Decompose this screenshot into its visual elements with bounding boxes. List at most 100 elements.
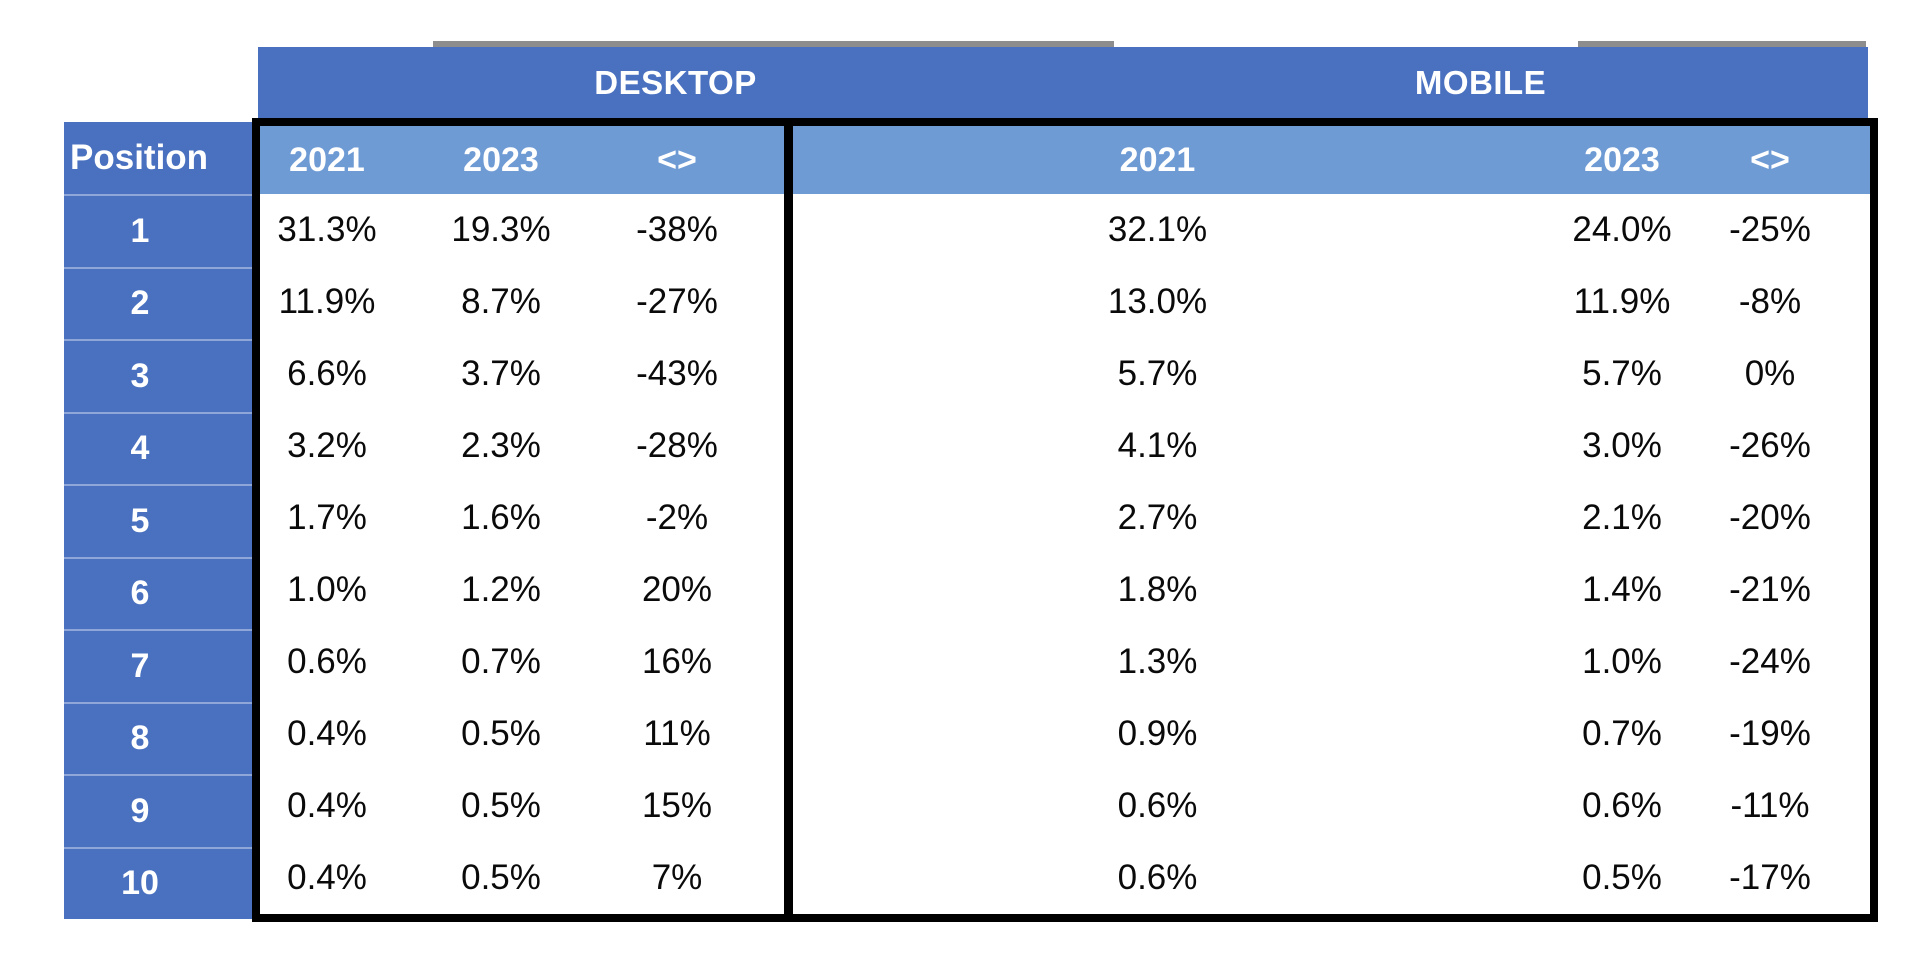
ctr-value-cell: 6.6% xyxy=(287,354,367,393)
table-row: 0.6% 0.6% -11% xyxy=(793,770,1870,842)
delta-cell: 11% xyxy=(643,714,711,753)
ctr-value-cell: 1.0% xyxy=(1582,642,1662,681)
position-cell: 9 xyxy=(64,774,252,847)
ctr-value-cell: 3.0% xyxy=(1582,426,1662,465)
delta-cell: -25% xyxy=(1729,210,1811,249)
delta-cell: -43% xyxy=(636,354,718,393)
desktop-section: 2021 2023 <> 31.3% 19.3% -38% 11.9% 8.7% -27%… xyxy=(260,126,784,914)
group-header-mobile: MOBILE xyxy=(1093,47,1868,118)
delta-cell: 7% xyxy=(651,858,703,897)
ctr-value-cell: 8.7% xyxy=(461,282,541,321)
position-cell: 2 xyxy=(64,266,252,340)
ctr-value-cell: 0.4% xyxy=(287,858,367,897)
table-row: 31.3% 19.3% -38% xyxy=(260,194,784,266)
delta-cell: -24% xyxy=(1729,642,1811,681)
delta-cell: -8% xyxy=(1738,282,1802,321)
table-row: 13.0% 11.9% -8% xyxy=(793,266,1870,338)
delta-cell: -21% xyxy=(1729,570,1811,609)
position-cell: 4 xyxy=(64,411,252,485)
desktop-column-headers: 2021 2023 <> xyxy=(260,126,784,194)
ctr-value-cell: 5.7% xyxy=(1582,354,1662,393)
delta-cell: -19% xyxy=(1729,714,1811,753)
group-label-mobile: MOBILE xyxy=(1414,63,1547,101)
group-header-desktop: DESKTOP xyxy=(258,47,1093,118)
mobile-section: 2021 2023 <> 32.1% 24.0% -25% 13.0% 11.9% -8%… xyxy=(793,126,1870,914)
delta-cell: 0% xyxy=(1744,354,1796,393)
position-header: Position xyxy=(70,138,209,177)
table-row: 0.4% 0.5% 7% xyxy=(260,842,784,914)
ctr-value-cell: 0.5% xyxy=(1582,858,1662,897)
ctr-value-cell: 2.1% xyxy=(1582,498,1662,537)
table-row: 1.0% 1.2% 20% xyxy=(260,554,784,626)
delta-cell: -17% xyxy=(1729,858,1811,897)
position-cell: 5 xyxy=(64,484,252,557)
ctr-value-cell: 3.7% xyxy=(461,354,541,393)
delta-cell: -28% xyxy=(636,426,718,465)
ctr-value-cell: 1.2% xyxy=(461,570,541,609)
ctr-value-cell: 1.7% xyxy=(287,498,367,537)
ctr-table-grid: 2021 2023 <> 31.3% 19.3% -38% 11.9% 8.7% -27%… xyxy=(252,118,1878,922)
column-header-mobile-delta: <> xyxy=(1750,140,1790,179)
column-header-desktop-2023: 2023 xyxy=(463,140,539,179)
ctr-value-cell: 4.1% xyxy=(1117,426,1198,465)
ctr-value-cell: 1.4% xyxy=(1582,570,1662,609)
delta-cell: -26% xyxy=(1729,426,1811,465)
grey-strip-left xyxy=(433,41,1114,47)
ctr-value-cell: 0.6% xyxy=(1582,786,1662,825)
ctr-value-cell: 24.0% xyxy=(1572,210,1672,249)
ctr-value-cell: 0.5% xyxy=(461,786,541,825)
position-cell: 7 xyxy=(64,629,252,702)
column-header-mobile-2021: 2021 xyxy=(1119,140,1196,179)
table-row: 1.7% 1.6% -2% xyxy=(260,482,784,554)
grey-strip-right xyxy=(1578,41,1866,47)
delta-cell: 20% xyxy=(641,570,713,609)
table-row: 1.8% 1.4% -21% xyxy=(793,554,1870,626)
ctr-value-cell: 0.4% xyxy=(287,786,367,825)
position-cell: 8 xyxy=(64,701,252,775)
group-label-desktop: DESKTOP xyxy=(594,63,757,101)
desktop-data-rows: 31.3% 19.3% -38% 11.9% 8.7% -27% 6.6% 3.7% -43% 3… xyxy=(260,194,784,914)
table-row: 5.7% 5.7% 0% xyxy=(793,338,1870,410)
delta-cell: 16% xyxy=(641,642,713,681)
ctr-value-cell: 11.9% xyxy=(1573,282,1671,321)
ctr-value-cell: 2.7% xyxy=(1117,498,1198,537)
ctr-value-cell: 0.7% xyxy=(461,642,541,681)
position-rows: 1 2 3 4 5 6 7 8 9 10 xyxy=(64,194,252,919)
table-row: 0.6% 0.7% 16% xyxy=(260,626,784,698)
ctr-value-cell: 0.9% xyxy=(1117,714,1198,753)
ctr-value-cell: 3.2% xyxy=(287,426,367,465)
table-row: 2.7% 2.1% -20% xyxy=(793,482,1870,554)
ctr-value-cell: 31.3% xyxy=(277,210,377,249)
ctr-value-cell: 1.3% xyxy=(1117,642,1198,681)
table-row: 1.3% 1.0% -24% xyxy=(793,626,1870,698)
ctr-value-cell: 0.5% xyxy=(461,714,541,753)
column-header-mobile-2023: 2023 xyxy=(1584,140,1660,179)
ctr-value-cell: 0.5% xyxy=(461,858,541,897)
group-band: DESKTOP MOBILE xyxy=(258,47,1868,118)
position-column: Position 1 2 3 4 5 6 7 8 9 10 xyxy=(64,122,252,919)
delta-cell: -27% xyxy=(636,282,718,321)
ctr-value-cell: 0.4% xyxy=(287,714,367,753)
table-row: 0.9% 0.7% -19% xyxy=(793,698,1870,770)
delta-cell: -38% xyxy=(636,210,718,249)
position-cell: 1 xyxy=(64,194,252,267)
delta-cell: -2% xyxy=(645,498,709,537)
ctr-value-cell: 19.3% xyxy=(451,210,551,249)
mobile-column-headers: 2021 2023 <> xyxy=(793,126,1870,194)
ctr-value-cell: 1.6% xyxy=(461,498,541,537)
ctr-value-cell: 11.9% xyxy=(278,282,376,321)
table-row: 0.6% 0.5% -17% xyxy=(793,842,1870,914)
ctr-value-cell: 0.6% xyxy=(287,642,367,681)
ctr-value-cell: 2.3% xyxy=(461,426,541,465)
position-cell: 10 xyxy=(64,846,252,920)
table-row: 6.6% 3.7% -43% xyxy=(260,338,784,410)
table-row: 32.1% 24.0% -25% xyxy=(793,194,1870,266)
ctr-value-cell: 1.8% xyxy=(1117,570,1198,609)
ctr-value-cell: 13.0% xyxy=(1107,282,1208,321)
ctr-value-cell: 0.7% xyxy=(1582,714,1662,753)
table-row: 11.9% 8.7% -27% xyxy=(260,266,784,338)
delta-cell: -20% xyxy=(1729,498,1811,537)
ctr-value-cell: 0.6% xyxy=(1117,858,1198,897)
section-divider xyxy=(784,126,793,914)
